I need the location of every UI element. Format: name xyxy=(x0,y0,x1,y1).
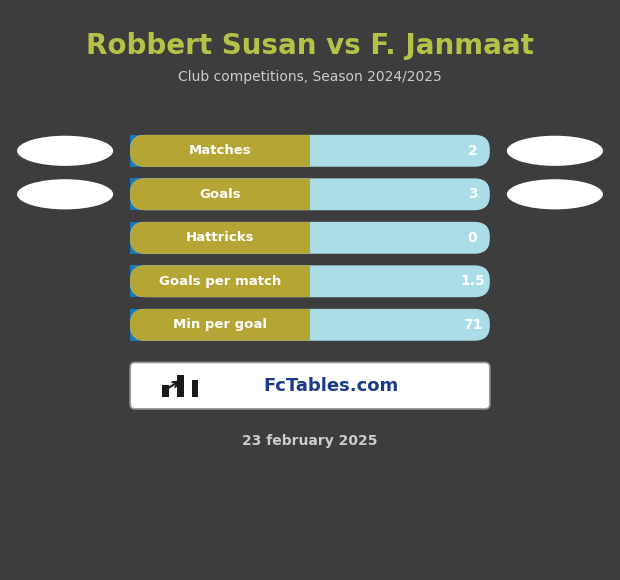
Bar xyxy=(130,222,310,254)
Text: Hattricks: Hattricks xyxy=(186,231,254,244)
Text: Club competitions, Season 2024/2025: Club competitions, Season 2024/2025 xyxy=(178,70,442,84)
FancyBboxPatch shape xyxy=(192,380,198,397)
Text: Goals: Goals xyxy=(199,188,241,201)
Ellipse shape xyxy=(507,136,603,166)
Bar xyxy=(130,309,310,341)
Text: 3: 3 xyxy=(467,187,477,201)
FancyBboxPatch shape xyxy=(130,362,490,409)
FancyBboxPatch shape xyxy=(130,266,490,297)
Text: FcTables.com: FcTables.com xyxy=(264,376,399,395)
FancyBboxPatch shape xyxy=(130,309,490,341)
FancyBboxPatch shape xyxy=(130,135,326,167)
FancyBboxPatch shape xyxy=(130,222,326,254)
Bar xyxy=(130,135,310,167)
Text: Matches: Matches xyxy=(188,144,252,157)
Text: 23 february 2025: 23 february 2025 xyxy=(242,434,378,448)
FancyBboxPatch shape xyxy=(162,385,169,397)
FancyBboxPatch shape xyxy=(130,266,326,297)
FancyBboxPatch shape xyxy=(130,135,490,167)
FancyBboxPatch shape xyxy=(130,178,326,210)
Text: 0: 0 xyxy=(467,231,477,245)
FancyBboxPatch shape xyxy=(130,178,490,210)
Text: Robbert Susan vs F. Janmaat: Robbert Susan vs F. Janmaat xyxy=(86,32,534,60)
Text: Goals per match: Goals per match xyxy=(159,275,281,288)
Text: 71: 71 xyxy=(463,318,482,332)
Ellipse shape xyxy=(17,179,113,209)
Ellipse shape xyxy=(507,179,603,209)
FancyBboxPatch shape xyxy=(130,222,490,254)
Bar xyxy=(130,178,310,210)
FancyBboxPatch shape xyxy=(130,309,326,341)
Bar xyxy=(130,266,310,297)
Ellipse shape xyxy=(17,136,113,166)
Text: 2: 2 xyxy=(467,144,477,158)
FancyBboxPatch shape xyxy=(177,375,184,397)
Text: Min per goal: Min per goal xyxy=(173,318,267,331)
Text: 1.5: 1.5 xyxy=(460,274,485,288)
